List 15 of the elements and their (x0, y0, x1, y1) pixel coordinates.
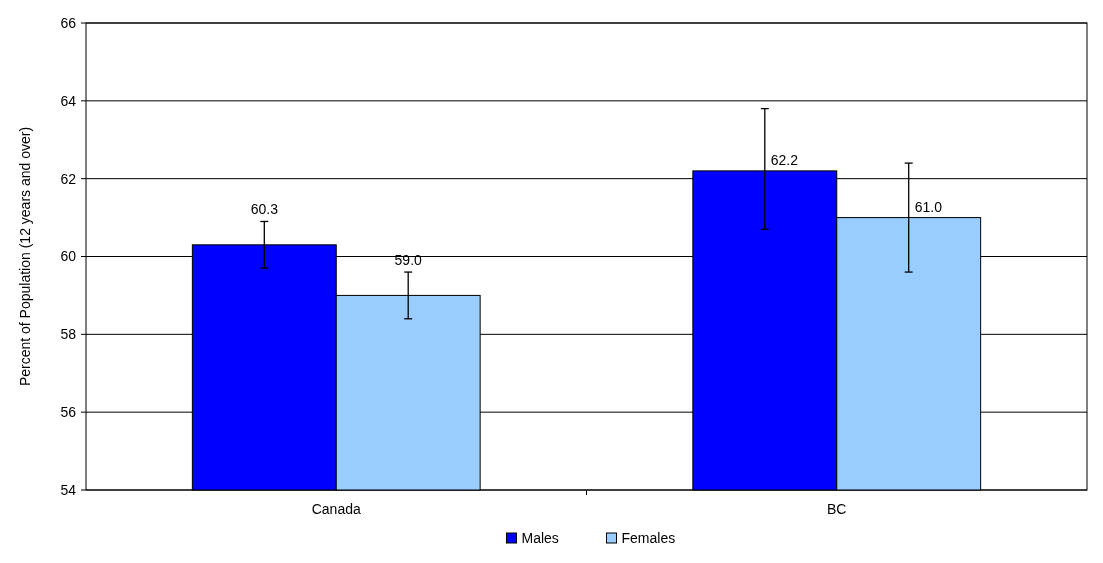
y-tick-label: 58 (60, 326, 77, 343)
x-tick-label: Canada (311, 501, 361, 517)
data-label: 60.3 (250, 201, 279, 218)
y-tick-label: 64 (60, 92, 77, 109)
y-tick-label: 56 (60, 404, 77, 421)
y-tick-label: 66 (60, 14, 77, 31)
y-tick-label: 62 (60, 170, 77, 187)
x-tick-label: BC (827, 501, 847, 517)
data-label: 62.2 (770, 151, 799, 168)
data-label: 61.0 (914, 198, 943, 215)
y-tick-label: 54 (60, 481, 77, 498)
y-axis-title: Percent of Population (12 years and over) (17, 126, 33, 387)
legend-label: Males (521, 530, 559, 546)
y-tick-label: 60 (60, 248, 77, 265)
legend-label: Females (621, 530, 676, 546)
